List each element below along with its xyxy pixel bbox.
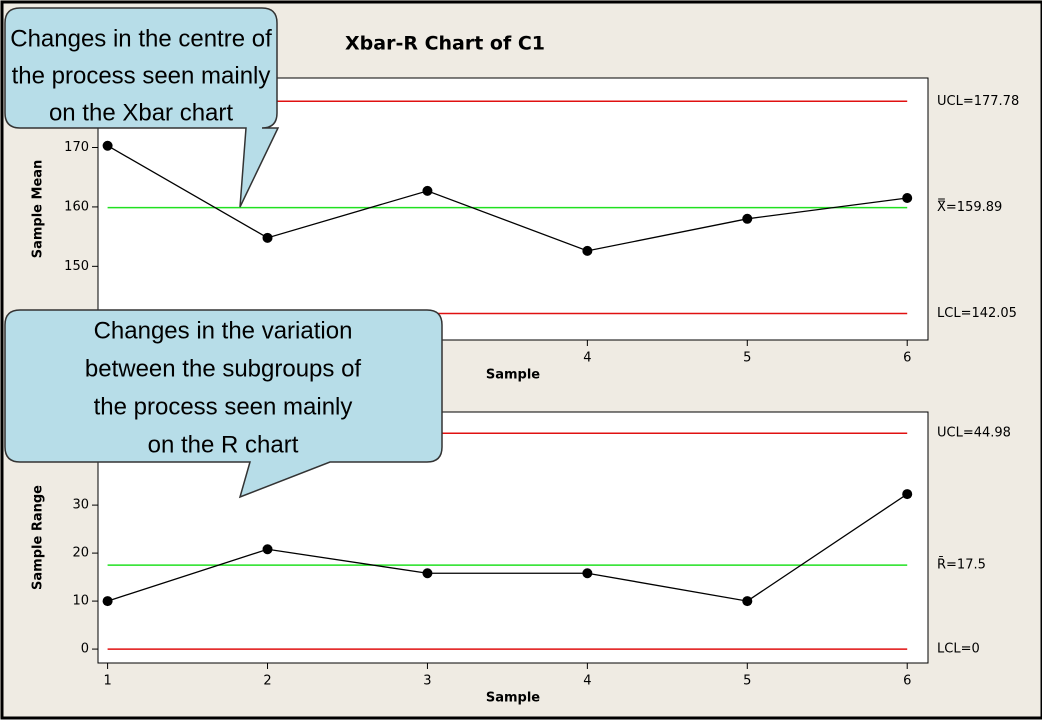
data-line (107, 145, 908, 252)
y-tick-label: 10 (72, 594, 89, 609)
y-tick-label: 0 (81, 642, 89, 657)
data-line (107, 493, 908, 602)
callout-shape (4, 309, 443, 499)
data-point (262, 544, 273, 555)
control-limit-label: X̿=159.89 (937, 199, 1002, 215)
x-tick-label: 6 (903, 351, 911, 366)
callout-shape (4, 7, 280, 208)
callout-text: the process seen mainly (94, 393, 353, 420)
data-point (102, 596, 113, 607)
data-point (902, 489, 913, 500)
x-tick-label: 5 (743, 674, 751, 689)
control-limit-label: UCL=44.98 (937, 426, 1011, 441)
x-tick-label: 3 (423, 674, 431, 689)
y-axis-label: Sample Mean (31, 160, 46, 259)
data-point (422, 185, 433, 196)
data-point (582, 245, 593, 256)
data-point (422, 568, 433, 579)
control-limit-label: LCL=0 (937, 642, 980, 657)
data-point (742, 596, 753, 607)
data-point (582, 568, 593, 579)
y-tick-label: 170 (64, 140, 89, 155)
callouts: Changes in the centre of the process seen… (4, 7, 443, 499)
x-tick-label: 4 (583, 351, 591, 366)
x-tick-label: 5 (743, 351, 751, 366)
callout-text: the process seen mainly (12, 62, 271, 89)
x-tick-label: 2 (263, 674, 271, 689)
x-axis-label: Sample (486, 368, 540, 383)
control-limit-label: UCL=177.78 (937, 94, 1019, 109)
data-point (102, 140, 113, 151)
y-tick-label: 150 (64, 259, 89, 274)
control-limit-label: LCL=142.05 (937, 306, 1017, 321)
callout-text: Changes in the variation (94, 317, 353, 344)
chart-title: Xbar-R Chart of C1 (345, 33, 545, 55)
data-point (262, 232, 273, 243)
x-tick-label: 4 (583, 674, 591, 689)
y-axis-label: Sample Range (31, 485, 46, 590)
callout-text: between the subgroups of (85, 355, 362, 382)
y-tick-label: 160 (64, 199, 89, 214)
x-tick-label: 1 (103, 674, 111, 689)
callout-text: on the R chart (148, 431, 299, 458)
x-tick-label: 6 (903, 674, 911, 689)
data-point (742, 213, 753, 224)
callout-text: Changes in the centre of (10, 25, 272, 52)
control-limit-label: R̄=17.5 (937, 557, 986, 572)
y-tick-label: 30 (72, 498, 89, 513)
data-point (902, 193, 913, 204)
x-axis-label: Sample (486, 691, 540, 706)
callout-text: on the Xbar chart (49, 99, 233, 126)
y-tick-label: 20 (72, 546, 89, 561)
